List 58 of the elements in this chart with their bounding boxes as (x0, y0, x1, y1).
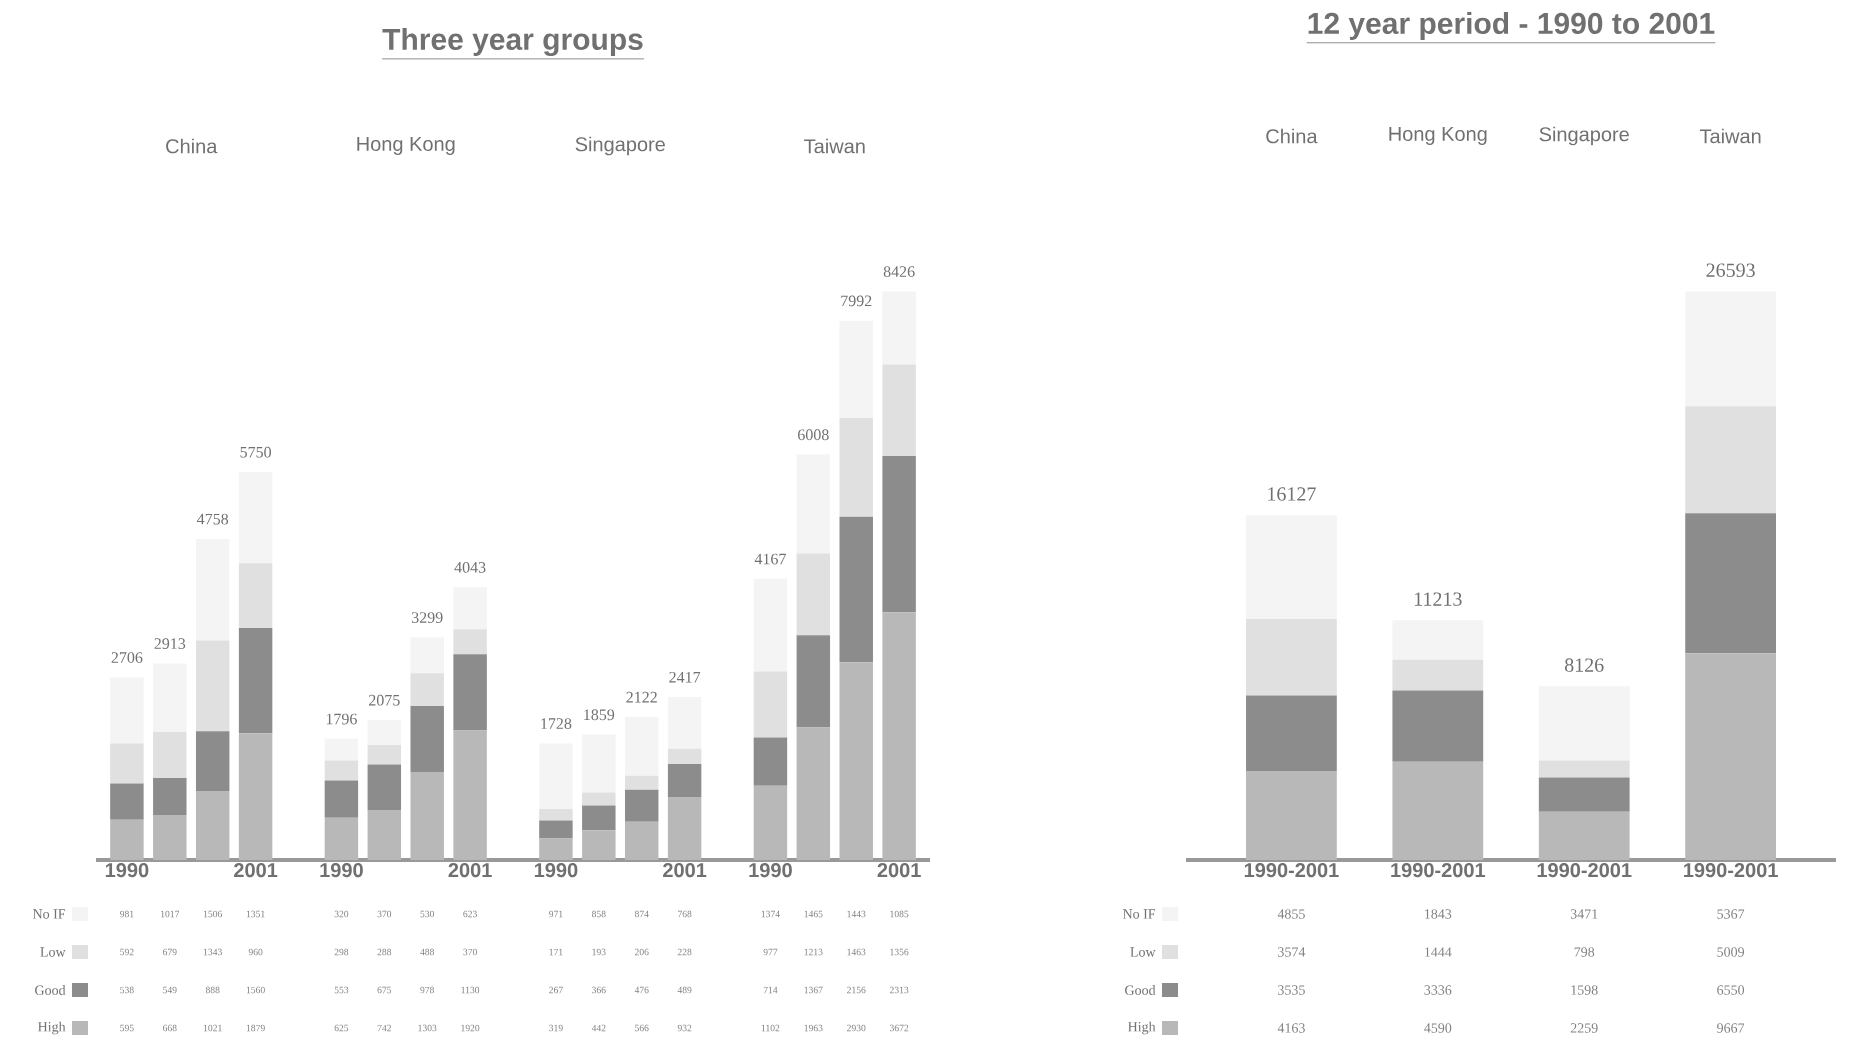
total-label: 4043 (454, 561, 486, 573)
bar (1685, 513, 1776, 654)
total-label: 5750 (240, 446, 272, 458)
bar (1392, 761, 1484, 860)
x-tick-label: 2001 (448, 863, 492, 878)
text: Singapore (1539, 126, 1629, 146)
total-label: 8126 (1564, 658, 1604, 672)
x-tick-label: 1990-2001 (1537, 863, 1632, 878)
chart-title: 12 year period - 1990 to 2001 (1308, 12, 1715, 40)
text: Taiwan (804, 138, 865, 154)
bar (1685, 653, 1776, 860)
total-label: 8426 (883, 266, 915, 277)
bar (1538, 760, 1630, 778)
chart-title: Three year groups (382, 27, 643, 57)
text: Hong Kong (1389, 127, 1487, 145)
total-label: 2417 (669, 671, 701, 683)
x-tick-label: 2001 (877, 863, 921, 878)
text: Taiwan (1699, 128, 1761, 144)
total-label: 7992 (841, 295, 872, 307)
bar (1538, 777, 1630, 812)
bar (1246, 770, 1337, 860)
total-label: 1859 (584, 709, 615, 721)
x-tick-label: 2001 (663, 863, 707, 878)
x-tick-label: 1990 (105, 863, 149, 878)
bar (1538, 686, 1630, 761)
total-label: 3299 (411, 612, 443, 623)
text: Hong Kong (357, 137, 455, 155)
bar (1685, 291, 1776, 407)
x-tick-label: 1990 (320, 863, 363, 878)
text: China (1266, 128, 1318, 144)
x-tick-label: 1990-2001 (1684, 863, 1778, 878)
total-label: 2075 (369, 694, 400, 706)
total-label: 4758 (197, 513, 229, 525)
total-label: 11213 (1414, 592, 1462, 606)
total-label: 6008 (798, 429, 829, 441)
total-label: 1796 (326, 713, 357, 725)
total-label: 16127 (1268, 487, 1316, 501)
bar (1392, 690, 1484, 762)
bar (1392, 620, 1484, 660)
bar (1538, 811, 1630, 860)
x-tick-label: 1990 (749, 863, 792, 878)
total-label: 2122 (626, 691, 657, 703)
total-label: 26593 (1706, 263, 1755, 277)
x-tick-label: 1990-2001 (1391, 863, 1486, 878)
x-tick-label: 1990 (534, 863, 578, 878)
bar (1246, 618, 1337, 696)
bar (1685, 406, 1776, 514)
text: Singapore (575, 136, 665, 156)
text: China (166, 138, 218, 154)
total-label: 2913 (154, 638, 186, 650)
total-label: 4167 (754, 553, 786, 565)
x-tick-label: 2001 (234, 863, 278, 878)
bar (1246, 515, 1337, 619)
bar (1392, 659, 1484, 691)
bar (1246, 695, 1337, 771)
total-label: 2706 (111, 652, 143, 663)
x-tick-label: 1990-2001 (1244, 863, 1339, 878)
total-label: 1728 (541, 718, 572, 729)
